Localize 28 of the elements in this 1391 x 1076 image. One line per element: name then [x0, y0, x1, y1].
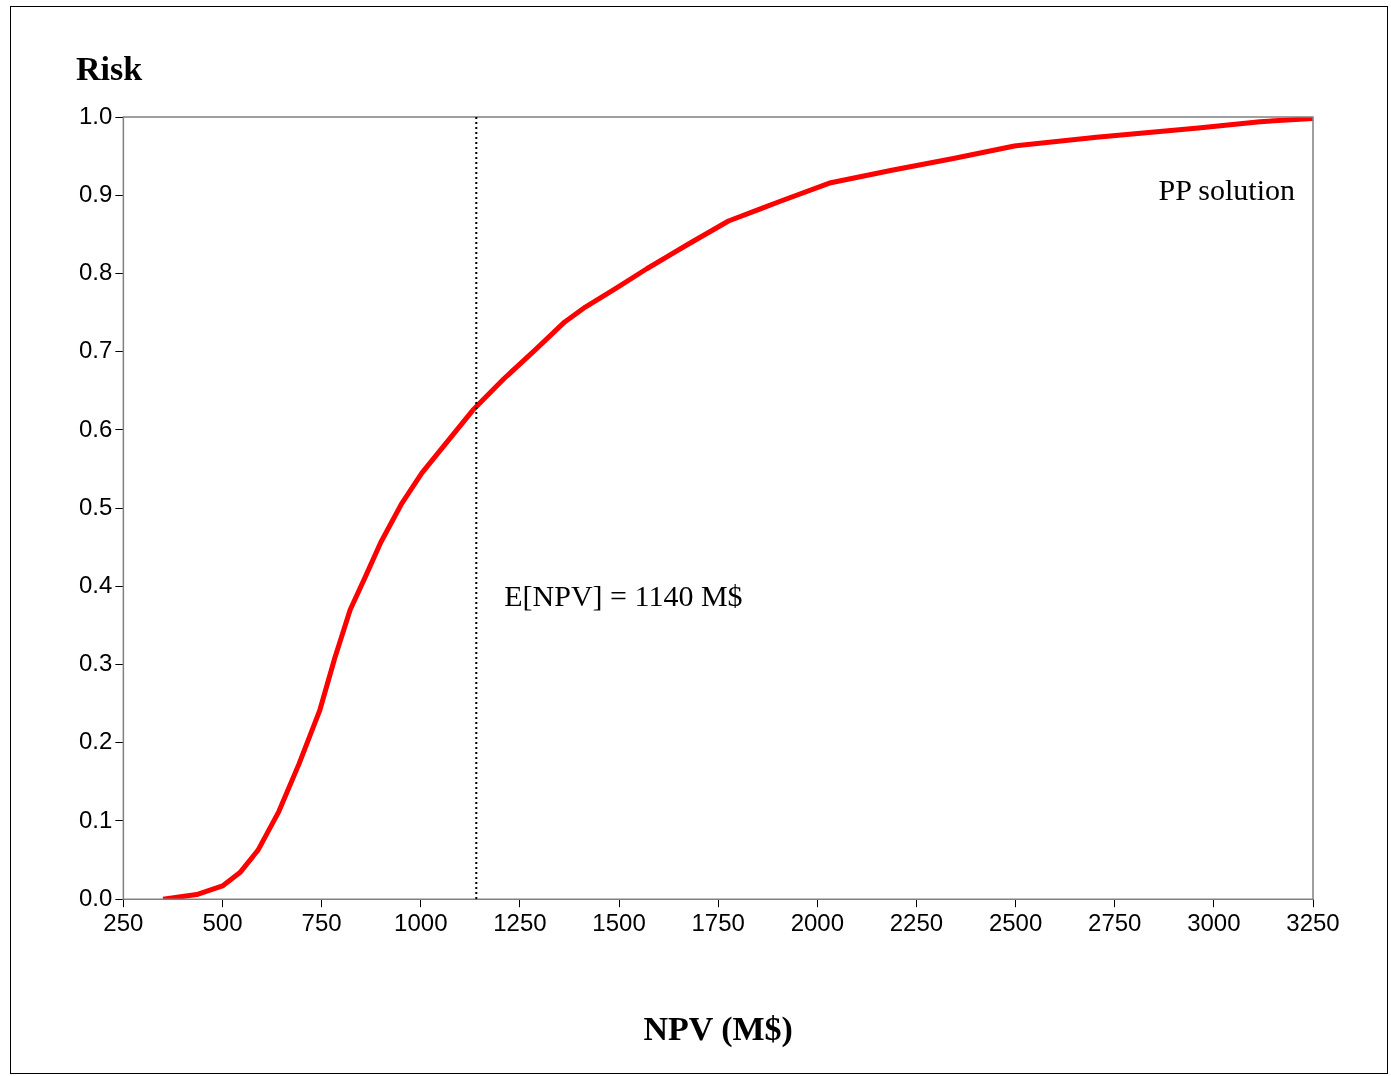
x-tick-label: 250	[103, 909, 144, 937]
x-tick-label: 2000	[790, 909, 845, 937]
x-tick-label: 1250	[493, 909, 547, 937]
y-tick-label: 1.0	[78, 101, 113, 129]
y-tick-label: 0.9	[78, 179, 113, 207]
annotation: PP solution	[1158, 172, 1295, 206]
x-axis-title: NPV (M$)	[643, 1010, 793, 1048]
x-tick-label: 1750	[691, 909, 745, 937]
x-tick-label: 2250	[889, 909, 944, 937]
y-tick-label: 0.4	[78, 570, 113, 598]
y-tick-label: 0.5	[78, 492, 113, 520]
y-tick-label: 0.7	[78, 336, 113, 364]
y-tick-label: 0.3	[78, 649, 113, 677]
x-tick-label: 500	[202, 909, 243, 937]
y-tick-label: 0.0	[78, 883, 113, 911]
ref-line-label: E[NPV] = 1140 M$	[504, 578, 743, 612]
x-tick-label: 3250	[1286, 909, 1340, 937]
x-tick-label: 2500	[988, 909, 1043, 937]
x-tick-label: 750	[301, 909, 342, 937]
y-tick-label: 0.6	[78, 414, 113, 442]
x-tick-label: 1500	[592, 909, 646, 937]
x-tick-label: 2750	[1088, 909, 1142, 937]
y-tick-label: 0.2	[78, 727, 113, 755]
y-tick-label: 0.1	[78, 805, 113, 833]
x-tick-label: 1000	[394, 909, 448, 937]
y-tick-label: 0.8	[78, 258, 113, 286]
x-tick-label: 3000	[1187, 909, 1241, 937]
y-axis-title: Risk	[76, 50, 143, 87]
